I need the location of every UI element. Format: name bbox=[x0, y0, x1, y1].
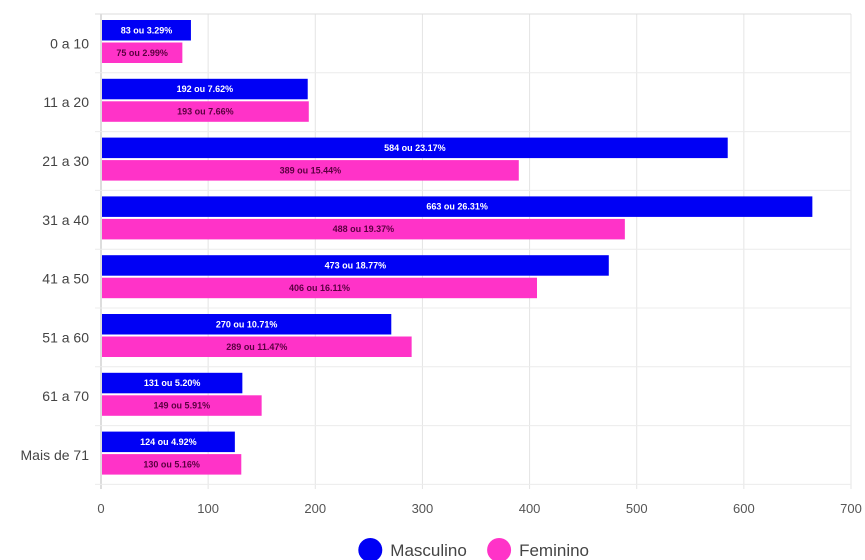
bar-masculino-0[interactable] bbox=[102, 20, 191, 41]
category-label: 11 a 20 bbox=[43, 94, 89, 110]
bar-feminino-2[interactable] bbox=[102, 160, 519, 181]
category-label: 61 a 70 bbox=[42, 388, 89, 404]
bar-data-label: 130 ou 5.16% bbox=[143, 459, 200, 469]
bar-data-label: 289 ou 11.47% bbox=[226, 342, 287, 352]
bar-feminino-7[interactable] bbox=[102, 454, 242, 475]
bar-data-label: 406 ou 16.11% bbox=[289, 283, 350, 293]
x-tick-label: 300 bbox=[412, 501, 434, 516]
bar-data-label: 389 ou 15.44% bbox=[280, 165, 342, 175]
legend-label-masculino[interactable]: Masculino bbox=[390, 541, 467, 560]
category-label: 31 a 40 bbox=[42, 212, 89, 228]
x-tick-label: 600 bbox=[733, 501, 755, 516]
x-tick-label: 200 bbox=[304, 501, 326, 516]
bar-data-label: 131 ou 5.20% bbox=[144, 378, 201, 388]
bar-feminino-4[interactable] bbox=[102, 277, 537, 299]
bar-data-label: 584 ou 23.17% bbox=[384, 143, 446, 153]
category-label: 0 a 10 bbox=[50, 35, 89, 51]
bar-masculino-3[interactable] bbox=[102, 196, 813, 217]
category-label: 41 a 50 bbox=[42, 271, 89, 287]
legend-swatch-masculino[interactable] bbox=[358, 538, 383, 560]
bar-feminino-1[interactable] bbox=[102, 101, 309, 122]
x-tick-label: 100 bbox=[197, 501, 219, 516]
category-label: Mais de 71 bbox=[21, 447, 90, 463]
legend-label-feminino[interactable]: Feminino bbox=[519, 541, 589, 560]
bar-data-label: 193 ou 7.66% bbox=[177, 107, 234, 117]
bar-data-label: 192 ou 7.62% bbox=[177, 84, 234, 94]
bar-data-label: 149 ou 5.91% bbox=[154, 401, 211, 411]
bar-data-label: 270 ou 10.71% bbox=[216, 319, 278, 329]
bars: 83 ou 3.29% 75 ou 2.99% 192 ou 7.62% 193 ou… bbox=[102, 20, 813, 475]
bar-data-label: 75 ou 2.99% bbox=[116, 48, 168, 58]
bar-feminino-5[interactable] bbox=[102, 336, 412, 358]
bar-masculino-1[interactable] bbox=[102, 78, 308, 100]
bar-masculino-6[interactable] bbox=[102, 372, 243, 394]
x-tick-label: 700 bbox=[840, 501, 862, 516]
legend-swatch-feminino[interactable] bbox=[487, 538, 512, 560]
bar-data-label: 124 ou 4.92% bbox=[140, 437, 197, 447]
bar-data-label: 488 ou 19.37% bbox=[333, 224, 395, 234]
bar-feminino-6[interactable] bbox=[102, 395, 262, 416]
x-tick-label: 0 bbox=[97, 501, 104, 516]
bar-masculino-7[interactable] bbox=[102, 431, 235, 453]
bar-masculino-4[interactable] bbox=[102, 255, 609, 276]
category-labels: 0 a 10 11 a 20 21 a 30 31 a 40 41 a 50 51 a 6… bbox=[21, 35, 90, 463]
grid bbox=[95, 13, 852, 489]
bar-data-label: 663 ou 26.31% bbox=[426, 202, 488, 212]
bar-data-label: 83 ou 3.29% bbox=[121, 25, 173, 35]
category-label: 21 a 30 bbox=[42, 153, 89, 169]
legend: Masculino Feminino bbox=[358, 538, 589, 560]
x-tick-label: 400 bbox=[519, 501, 541, 516]
category-label: 51 a 60 bbox=[42, 329, 89, 345]
x-tick-label: 500 bbox=[626, 501, 648, 516]
bar-feminino-3[interactable] bbox=[102, 218, 625, 240]
bar-masculino-2[interactable] bbox=[102, 137, 728, 159]
bar-feminino-0[interactable] bbox=[102, 42, 183, 64]
x-axis-ticks: 0 100 200 300 400 500 600 700 bbox=[97, 501, 861, 516]
bar-masculino-5[interactable] bbox=[102, 314, 392, 335]
bar-data-label: 473 ou 18.77% bbox=[325, 260, 387, 270]
